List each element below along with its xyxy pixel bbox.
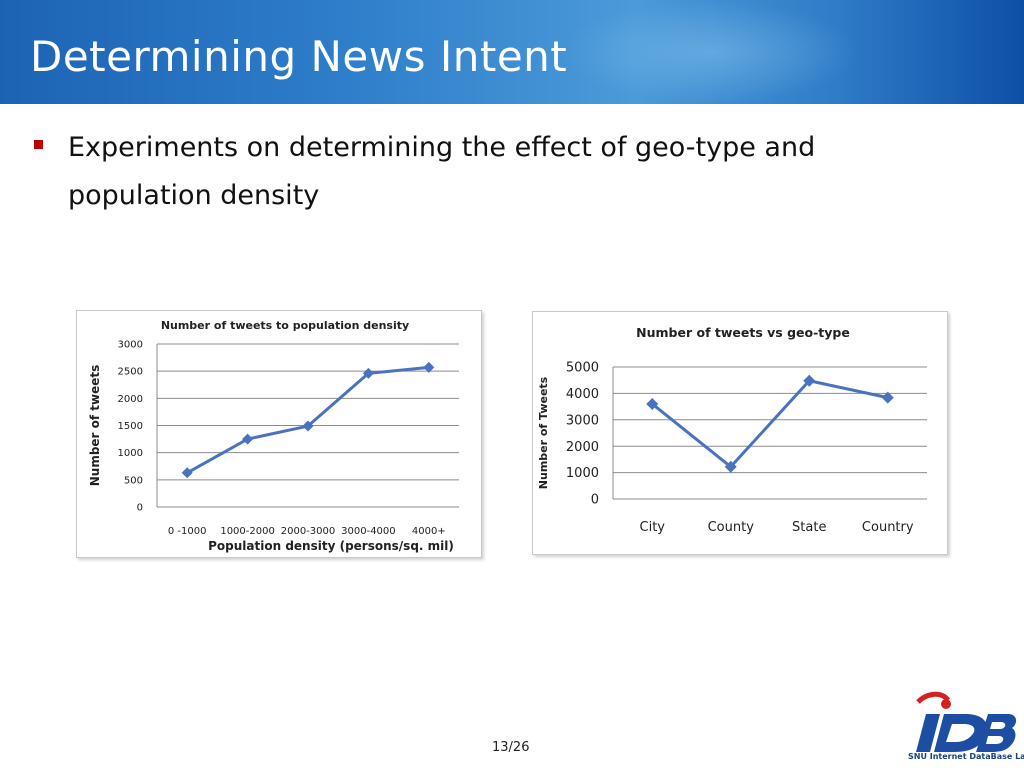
chart-title: Number of tweets vs geo-type bbox=[636, 325, 850, 340]
y-tick-label: 5000 bbox=[566, 361, 599, 376]
x-tick-label: County bbox=[708, 520, 755, 535]
y-tick-label: 2500 bbox=[118, 367, 143, 378]
x-tick-label: 1000-2000 bbox=[220, 526, 275, 537]
header-glow bbox=[560, 0, 860, 104]
chart-title: Number of tweets to population density bbox=[161, 319, 409, 332]
slide-header: Determining News Intent bbox=[0, 0, 1024, 104]
y-tick-label: 1000 bbox=[566, 466, 599, 481]
bullet-text: Experiments on determining the effect of… bbox=[68, 132, 816, 211]
x-tick-label: 2000-3000 bbox=[281, 526, 336, 537]
x-tick-label: City bbox=[640, 520, 666, 535]
chart-geo-type-svg: Number of tweets vs geo-type 0 1000 2000 300… bbox=[537, 325, 927, 535]
data-point bbox=[362, 367, 374, 379]
y-tick-label: 4000 bbox=[566, 387, 599, 402]
y-tick-label: 1000 bbox=[118, 448, 143, 459]
data-point bbox=[646, 397, 659, 410]
x-tick-label: 4000+ bbox=[412, 526, 446, 537]
series-line bbox=[651, 379, 889, 469]
y-tick-label: 3000 bbox=[118, 340, 143, 351]
data-point bbox=[423, 361, 435, 373]
data-point bbox=[724, 460, 737, 473]
bullet-square-icon bbox=[34, 140, 43, 149]
y-tick-label: 1500 bbox=[118, 421, 143, 432]
y-tick-label: 3000 bbox=[566, 413, 599, 428]
chart-population-density-svg: Number of tweets to population density 0 5… bbox=[88, 319, 459, 553]
x-tick-label: 0 -1000 bbox=[168, 526, 207, 537]
y-tick-label: 0 bbox=[137, 503, 143, 514]
y-axis-label: Number of Tweets bbox=[537, 376, 550, 489]
y-tick-label: 2000 bbox=[566, 440, 599, 455]
logo-subtitle: SNU Internet DataBase Lab. bbox=[908, 752, 1024, 761]
y-tick-label: 500 bbox=[124, 475, 143, 486]
data-point bbox=[181, 467, 193, 479]
idb-logo-icon bbox=[916, 691, 1017, 752]
page-number: 13/26 bbox=[492, 740, 530, 755]
data-point bbox=[242, 433, 254, 445]
series-line bbox=[186, 365, 429, 475]
chart-geo-type: Number of tweets vs geo-type 0 1000 2000 300… bbox=[532, 311, 948, 555]
x-tick-label: 3000-4000 bbox=[341, 526, 396, 537]
data-point bbox=[803, 374, 816, 387]
slide-title: Determining News Intent bbox=[30, 32, 568, 81]
chart-population-density: Number of tweets to population density 0 5… bbox=[76, 310, 482, 558]
data-point bbox=[302, 420, 314, 432]
y-tick-label: 0 bbox=[591, 493, 599, 508]
data-point bbox=[881, 391, 894, 404]
x-tick-label: State bbox=[792, 520, 826, 535]
y-axis-label: Number of tweets bbox=[88, 365, 102, 487]
x-tick-label: Country bbox=[862, 520, 914, 535]
y-tick-label: 2000 bbox=[118, 394, 143, 405]
x-axis-label: Population density (persons/sq. mil) bbox=[208, 539, 454, 553]
